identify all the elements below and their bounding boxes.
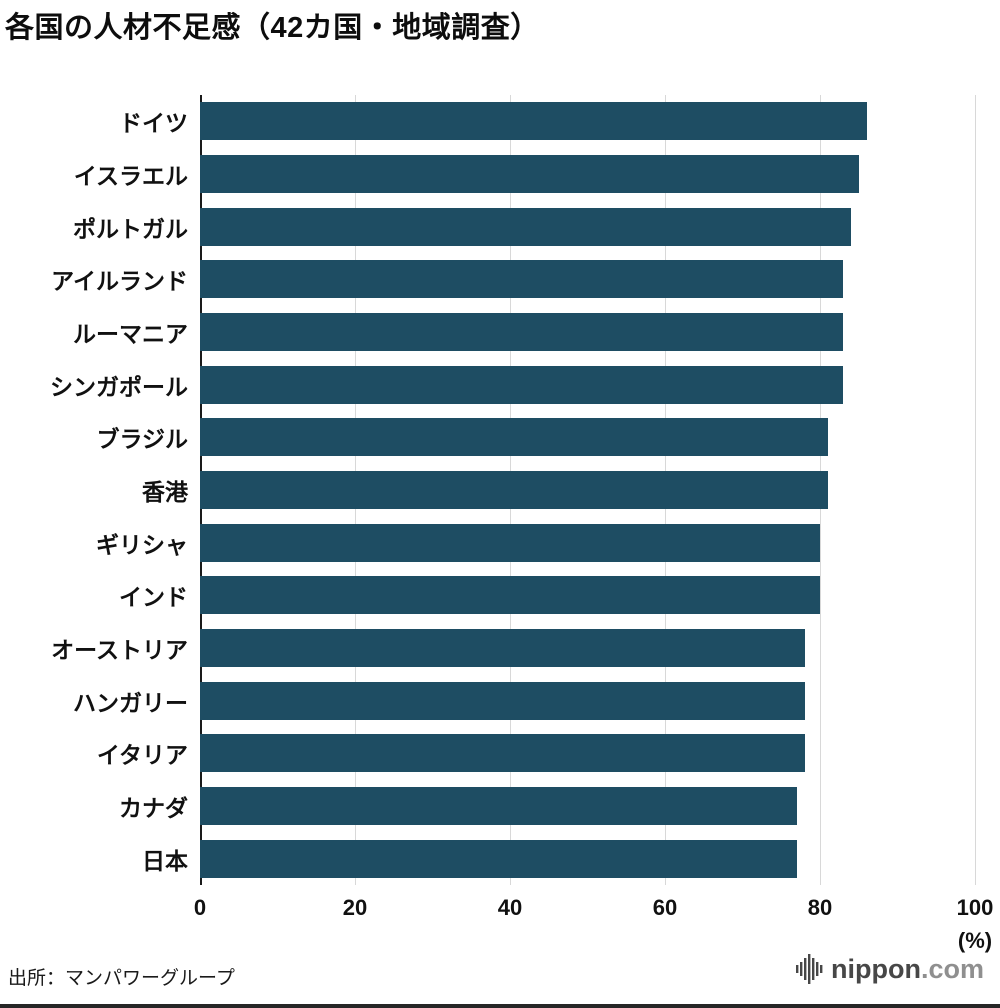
category-label: ポルトガル — [73, 215, 188, 242]
soundwave-logo-icon — [796, 954, 823, 984]
plot-area — [200, 95, 976, 885]
bar — [200, 787, 797, 826]
source-note: 出所：マンパワーグループ — [8, 968, 235, 989]
category-label: イタリア — [96, 742, 188, 769]
x-tick-label: 60 — [652, 895, 678, 920]
bar — [200, 839, 797, 878]
category-label: ギリシャ — [96, 531, 188, 558]
logo-text-primary: nippon — [831, 953, 921, 984]
bar — [200, 471, 828, 510]
bar-row — [200, 253, 975, 306]
bar-row — [200, 358, 975, 411]
category-label: ブラジル — [96, 426, 188, 453]
logo-text: nippon.com — [831, 953, 984, 984]
bar-row — [200, 832, 975, 885]
x-tick-label: 40 — [497, 895, 523, 920]
bar — [200, 260, 844, 299]
bar-row — [200, 306, 975, 359]
bar-row — [200, 780, 975, 833]
category-label: イスラエル — [73, 163, 188, 189]
bar-row — [200, 148, 975, 201]
bar-row — [200, 411, 975, 464]
bar-row — [200, 95, 975, 148]
bar-rows — [200, 95, 975, 885]
category-label: アイルランド — [51, 268, 188, 295]
chart-title: 各国の人材不足感（42カ国・地域調査） — [5, 12, 540, 44]
category-labels: ドイツイスラエルポルトガルアイルランドルーマニアシンガポールブラジル香港ギリシャ… — [0, 95, 188, 885]
bar-row — [200, 622, 975, 675]
bar-row — [200, 727, 975, 780]
bar — [200, 418, 828, 457]
bar — [200, 313, 844, 352]
x-tick-label: 100 — [956, 895, 994, 920]
bar — [200, 576, 820, 615]
bar-row — [200, 674, 975, 727]
logo-text-secondary: .com — [920, 953, 984, 984]
bar-row — [200, 569, 975, 622]
bar — [200, 155, 859, 193]
category-label: オーストリア — [51, 637, 188, 664]
x-axis: 0 20 40 60 80 100 (%) — [194, 885, 993, 965]
bar-chart: ドイツイスラエルポルトガルアイルランドルーマニアシンガポールブラジル香港ギリシャ… — [0, 95, 1000, 885]
x-tick-label: 80 — [807, 895, 833, 920]
category-label: ドイツ — [119, 110, 188, 137]
category-label: シンガポール — [50, 373, 188, 400]
category-label: カナダ — [119, 795, 188, 822]
bar — [200, 102, 867, 141]
category-label: 日本 — [142, 847, 188, 874]
bar — [200, 734, 805, 773]
bar — [200, 365, 844, 404]
category-label: 香港 — [142, 479, 188, 506]
x-axis-unit: (%) — [957, 928, 993, 953]
bar-row — [200, 200, 975, 253]
bottom-border — [0, 1004, 1000, 1008]
bar — [200, 681, 805, 720]
bar-row — [200, 464, 975, 517]
gridline — [975, 95, 976, 885]
bar — [200, 207, 851, 246]
x-tick-label: 20 — [342, 895, 368, 920]
category-label: インド — [119, 584, 188, 611]
x-tick-label: 0 — [193, 895, 207, 920]
bar-row — [200, 516, 975, 569]
bar — [200, 523, 820, 562]
category-label: ルーマニア — [73, 321, 188, 348]
category-label: ハンガリー — [73, 689, 188, 716]
bar — [200, 629, 805, 668]
nippon-logo: nippon.com — [796, 954, 984, 984]
